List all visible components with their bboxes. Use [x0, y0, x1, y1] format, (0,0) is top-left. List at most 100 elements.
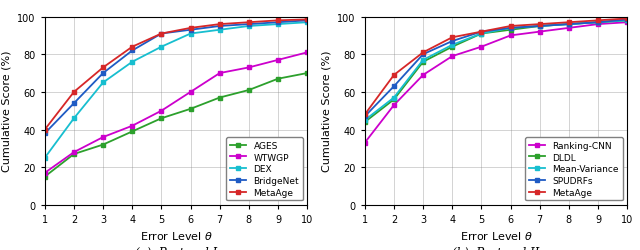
SPUDRFs: [477, 31, 485, 34]
DLDL: [361, 121, 369, 124]
DEX: [245, 26, 253, 29]
DEX: [129, 61, 136, 64]
Y-axis label: Cumulative Score (%): Cumulative Score (%): [322, 51, 332, 172]
MetaAge: [70, 91, 78, 94]
AGES: [70, 153, 78, 156]
BridgeNet: [216, 26, 223, 29]
SPUDRFs: [594, 22, 602, 25]
MetaAge: [187, 27, 195, 30]
MetaAge: [594, 20, 602, 23]
Mean-Variance: [565, 24, 573, 26]
WTWGP: [216, 72, 223, 75]
DLDL: [477, 33, 485, 36]
AGES: [216, 97, 223, 100]
WTWGP: [303, 52, 311, 55]
AGES: [99, 144, 107, 146]
DLDL: [419, 61, 427, 64]
WTWGP: [129, 125, 136, 128]
Legend: Ranking-CNN, DLDL, Mean-Variance, SPUDRFs, MetaAge: Ranking-CNN, DLDL, Mean-Variance, SPUDRF…: [525, 138, 623, 200]
Line: MetaAge: MetaAge: [42, 18, 310, 132]
BridgeNet: [245, 24, 253, 26]
DEX: [99, 82, 107, 84]
DEX: [274, 24, 282, 26]
Line: WTWGP: WTWGP: [42, 51, 310, 176]
MetaAge: [216, 24, 223, 26]
DEX: [157, 46, 165, 49]
MetaAge: [41, 128, 49, 132]
Ranking-CNN: [594, 24, 602, 26]
BridgeNet: [70, 102, 78, 105]
Mean-Variance: [623, 20, 631, 23]
Ranking-CNN: [361, 142, 369, 144]
MetaAge: [419, 52, 427, 55]
Mean-Variance: [449, 44, 456, 47]
X-axis label: Error Level $\theta$: Error Level $\theta$: [140, 230, 212, 241]
Mean-Variance: [507, 27, 515, 30]
Line: Ranking-CNN: Ranking-CNN: [362, 21, 630, 146]
DEX: [187, 33, 195, 36]
SPUDRFs: [565, 24, 573, 26]
BridgeNet: [187, 29, 195, 32]
Ranking-CNN: [449, 56, 456, 58]
WTWGP: [245, 66, 253, 70]
MetaAge: [565, 22, 573, 25]
Ranking-CNN: [419, 74, 427, 77]
Line: DEX: DEX: [42, 21, 310, 160]
SPUDRFs: [449, 40, 456, 43]
MetaAge: [477, 31, 485, 34]
Line: DLDL: DLDL: [362, 19, 630, 125]
BridgeNet: [303, 20, 311, 23]
BridgeNet: [157, 33, 165, 36]
SPUDRFs: [419, 54, 427, 56]
AGES: [129, 130, 136, 134]
DEX: [70, 117, 78, 120]
Line: SPUDRFs: SPUDRFs: [362, 18, 630, 119]
Ranking-CNN: [536, 31, 543, 34]
DLDL: [507, 29, 515, 32]
Mean-Variance: [419, 59, 427, 62]
Text: (a)  Protocol I: (a) Protocol I: [135, 246, 217, 250]
Ranking-CNN: [565, 27, 573, 30]
DEX: [41, 156, 49, 160]
Ranking-CNN: [390, 104, 398, 107]
WTWGP: [187, 91, 195, 94]
SPUDRFs: [361, 116, 369, 118]
DLDL: [536, 26, 543, 29]
MetaAge: [449, 37, 456, 40]
DLDL: [449, 46, 456, 49]
Legend: AGES, WTWGP, DEX, BridgeNet, MetaAge: AGES, WTWGP, DEX, BridgeNet, MetaAge: [227, 138, 303, 200]
MetaAge: [303, 19, 311, 22]
DEX: [303, 22, 311, 25]
Y-axis label: Cumulative Score (%): Cumulative Score (%): [2, 51, 12, 172]
MetaAge: [99, 66, 107, 70]
X-axis label: Error Level $\theta$: Error Level $\theta$: [460, 230, 532, 241]
SPUDRFs: [390, 85, 398, 88]
MetaAge: [623, 18, 631, 21]
BridgeNet: [99, 72, 107, 75]
WTWGP: [99, 136, 107, 139]
MetaAge: [245, 22, 253, 25]
MetaAge: [507, 26, 515, 29]
MetaAge: [157, 33, 165, 36]
Ranking-CNN: [507, 35, 515, 38]
DLDL: [594, 22, 602, 25]
AGES: [41, 176, 49, 178]
Line: AGES: AGES: [42, 71, 310, 179]
BridgeNet: [41, 132, 49, 135]
MetaAge: [274, 20, 282, 23]
Line: Mean-Variance: Mean-Variance: [362, 19, 630, 123]
DLDL: [623, 20, 631, 23]
Mean-Variance: [594, 22, 602, 25]
WTWGP: [157, 110, 165, 113]
MetaAge: [536, 24, 543, 26]
SPUDRFs: [536, 26, 543, 29]
BridgeNet: [129, 50, 136, 53]
AGES: [303, 72, 311, 75]
Ranking-CNN: [477, 46, 485, 49]
Mean-Variance: [536, 26, 543, 29]
Mean-Variance: [390, 97, 398, 100]
MetaAge: [361, 114, 369, 116]
Mean-Variance: [361, 119, 369, 122]
DLDL: [390, 98, 398, 102]
WTWGP: [70, 151, 78, 154]
